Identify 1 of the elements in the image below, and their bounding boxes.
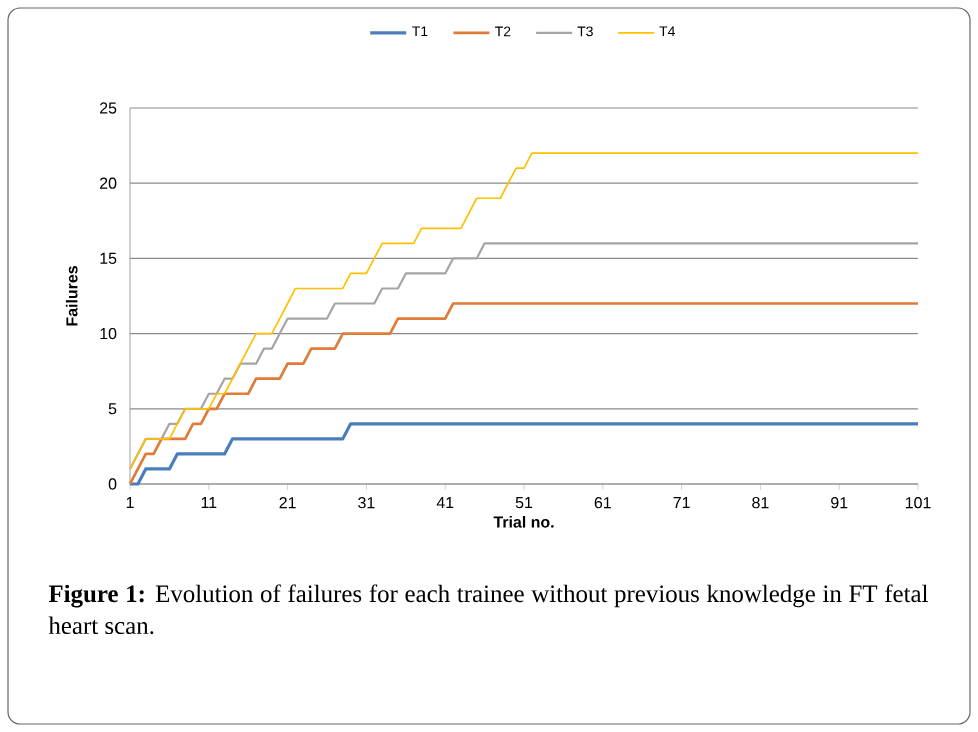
text: Figure 1: Evolution of failures for each trainee without previous knowledge in FT fetal heart scan. (48, 584, 928, 635)
